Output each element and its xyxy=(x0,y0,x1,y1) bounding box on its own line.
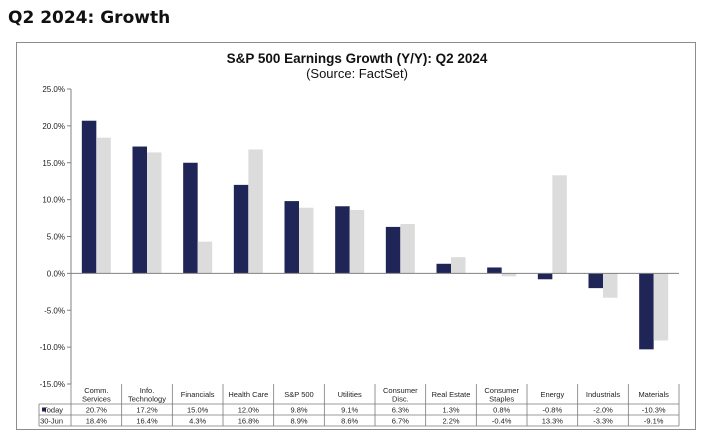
bar-today xyxy=(639,273,654,350)
bar-today xyxy=(588,273,603,289)
data-value-label: 6.7% xyxy=(392,417,409,426)
chart-frame: S&P 500 Earnings Growth (Y/Y): Q2 2024 (… xyxy=(16,42,696,430)
bar-30-jun xyxy=(197,241,213,274)
data-value-label: -0.8% xyxy=(543,406,563,415)
bar-30-jun xyxy=(299,207,314,274)
data-value-label: 1.3% xyxy=(442,406,459,415)
bar-today xyxy=(487,267,502,274)
data-value-label: -3.3% xyxy=(593,417,613,426)
y-tick-label: -15.0% xyxy=(40,380,65,389)
y-tick-label: 20.0% xyxy=(42,122,65,131)
category-label: Consumer xyxy=(383,386,418,395)
legend-entry: Today xyxy=(43,406,63,415)
data-value-label: 18.4% xyxy=(86,417,108,426)
data-value-label: -0.4% xyxy=(492,417,512,426)
bar-today xyxy=(132,146,147,274)
category-label: Industrials xyxy=(586,390,620,399)
category-label: Consumer xyxy=(484,386,519,395)
data-value-label: 4.3% xyxy=(189,417,206,426)
bar-30-jun xyxy=(400,223,415,274)
plot-area: 25.0% 20.0% 15.0% 10.0% 5.0% 0.0% -5.0% -10.0% -… xyxy=(38,85,680,427)
data-value-label: 0.8% xyxy=(493,406,510,415)
bar-30-jun xyxy=(96,137,111,274)
y-tick-label: 15.0% xyxy=(42,159,65,168)
data-value-label: 16.8% xyxy=(238,417,260,426)
category-label: S&P 500 xyxy=(284,390,313,399)
data-value-label: -2.0% xyxy=(593,406,613,415)
y-tick-label: -5.0% xyxy=(44,306,65,315)
y-tick-label: 5.0% xyxy=(47,233,65,242)
data-value-label: 20.7% xyxy=(86,406,108,415)
data-value-label: -10.3% xyxy=(642,406,666,415)
bar-30-jun xyxy=(349,209,365,274)
category-label: Health Care xyxy=(228,390,268,399)
earnings-growth-chart: S&P 500 Earnings Growth (Y/Y): Q2 2024 (… xyxy=(38,51,680,427)
data-value-label: 6.3% xyxy=(392,406,409,415)
data-value-label: 13.3% xyxy=(542,417,564,426)
y-tick-label: -10.0% xyxy=(40,343,65,352)
data-value-label: 16.4% xyxy=(136,417,158,426)
y-tick-label: 25.0% xyxy=(42,85,65,94)
bar-30-jun xyxy=(552,175,567,274)
chart-title: S&P 500 Earnings Growth (Y/Y): Q2 2024 xyxy=(227,51,488,66)
bar-today xyxy=(81,120,97,274)
data-value-label: -9.1% xyxy=(644,417,664,426)
data-value-label: 2.2% xyxy=(442,417,459,426)
category-label: Comm. xyxy=(84,386,108,395)
data-value-label: 9.8% xyxy=(290,406,307,415)
category-label: Info. xyxy=(140,386,155,395)
y-tick-label: 0.0% xyxy=(47,269,65,278)
y-tick-label: 10.0% xyxy=(42,196,65,205)
data-value-label: 12.0% xyxy=(238,406,260,415)
category-label: Utilities xyxy=(338,390,362,399)
bar-today xyxy=(385,226,401,274)
legend-key-today xyxy=(42,407,46,412)
legend-entry: 30-Jun xyxy=(40,417,63,426)
bar-today xyxy=(233,184,249,274)
bar-30-jun xyxy=(248,149,263,274)
bar-today xyxy=(537,273,553,280)
data-value-label: 9.1% xyxy=(341,406,358,415)
bar-today xyxy=(284,201,299,274)
bar-30-jun xyxy=(451,257,466,274)
category-label: Energy xyxy=(540,390,564,399)
category-label: Services xyxy=(82,395,111,404)
category-label: Technology xyxy=(128,395,166,404)
data-value-label: 8.9% xyxy=(290,417,307,426)
data-value-label: 17.2% xyxy=(136,406,158,415)
data-value-label: 15.0% xyxy=(187,406,209,415)
bar-30-jun xyxy=(147,152,162,274)
bar-today xyxy=(335,206,350,274)
bar-30-jun xyxy=(501,273,517,277)
category-label: Disc. xyxy=(392,395,409,404)
bar-today xyxy=(436,263,451,274)
category-label: Staples xyxy=(489,395,514,404)
category-label: Financials xyxy=(181,390,215,399)
bar-30-jun xyxy=(653,273,669,341)
bar-30-jun xyxy=(603,273,618,298)
data-value-label: 8.6% xyxy=(341,417,358,426)
bar-today xyxy=(183,162,198,274)
category-label: Real Estate xyxy=(432,390,471,399)
chart-subtitle: (Source: FactSet) xyxy=(306,66,408,81)
page-heading: Q2 2024: Growth xyxy=(8,8,171,28)
category-label: Materials xyxy=(638,390,669,399)
